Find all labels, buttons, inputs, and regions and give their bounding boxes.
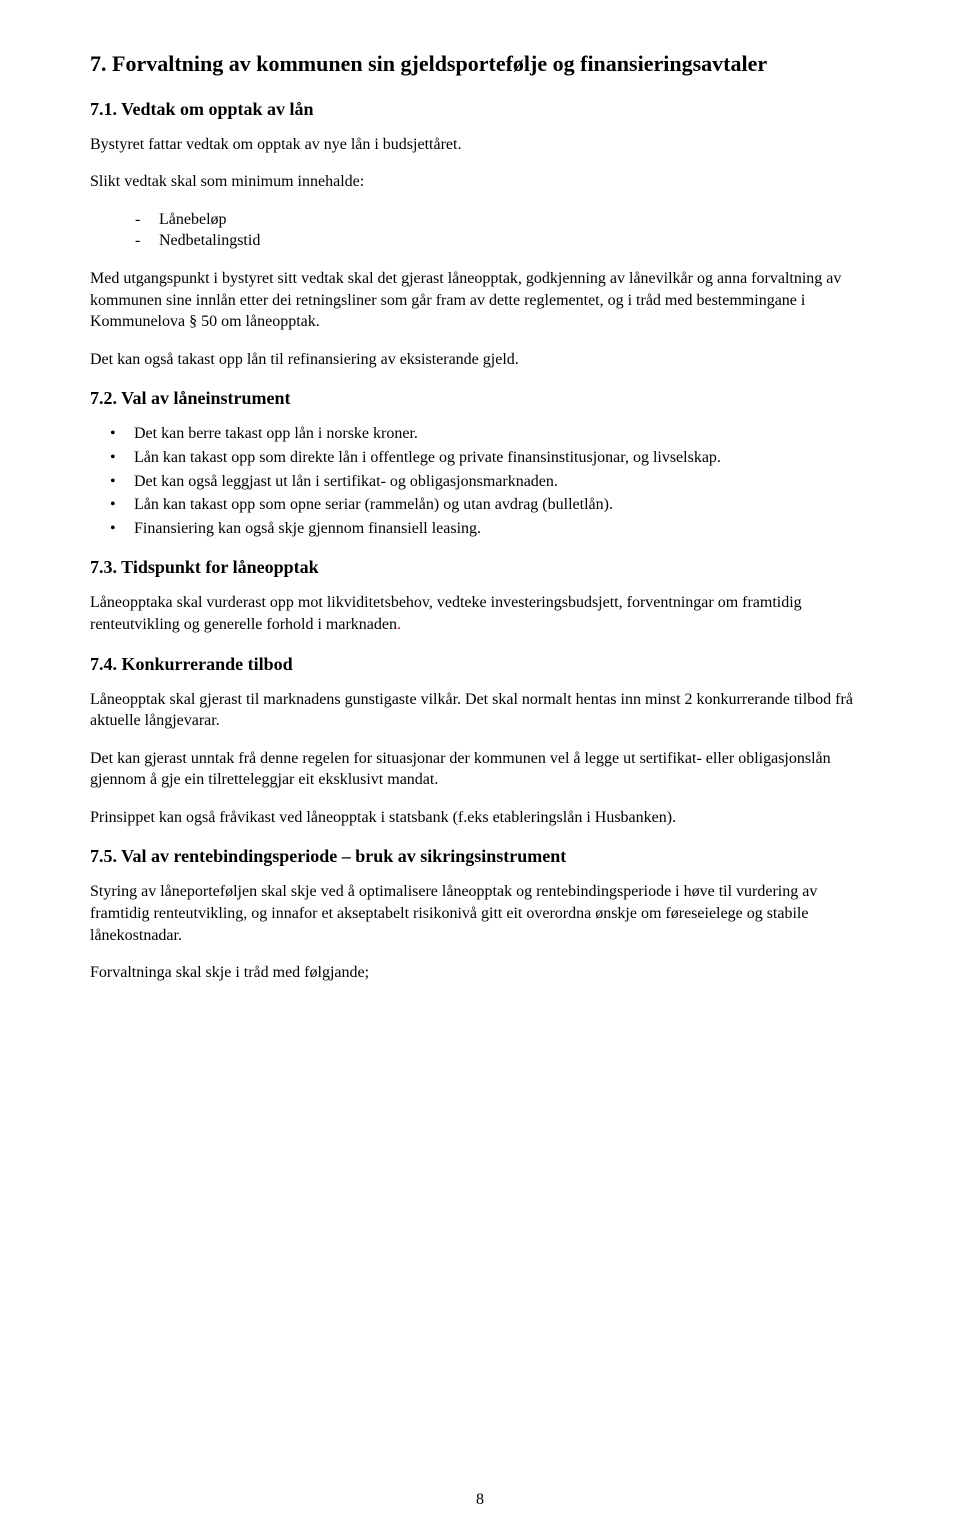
heading-7-4: 7.4. Konkurrerande tilbod: [90, 654, 870, 675]
heading-7-5: 7.5. Val av rentebindingsperiode – bruk …: [90, 846, 870, 867]
para-7-3-1-red: .: [397, 616, 401, 633]
para-7-5-1: Styring av låneporteføljen skal skje ved…: [90, 881, 870, 946]
heading-7-3: 7.3. Tidspunkt for låneopptak: [90, 557, 870, 578]
list-item: Det kan berre takast opp lån i norske kr…: [110, 423, 870, 445]
para-7-1-2: Slikt vedtak skal som minimum innehalde:: [90, 171, 870, 193]
page-number: 8: [0, 1491, 960, 1509]
list-item: Nedbetalingstid: [135, 230, 870, 252]
heading-7-2: 7.2. Val av låneinstrument: [90, 388, 870, 409]
para-7-1-4: Det kan også takast opp lån til refinans…: [90, 349, 870, 371]
section-number: 7.: [90, 51, 107, 76]
para-7-5-2: Forvaltninga skal skje i tråd med følgja…: [90, 962, 870, 984]
list-item: Lån kan takast opp som direkte lån i off…: [110, 447, 870, 469]
para-7-3-1-black: Låneopptaka skal vurderast opp mot likvi…: [90, 594, 802, 633]
para-7-1-1: Bystyret fattar vedtak om opptak av nye …: [90, 134, 870, 156]
list-7-2: Det kan berre takast opp lån i norske kr…: [90, 423, 870, 539]
para-7-4-2: Det kan gjerast unntak frå denne regelen…: [90, 748, 870, 791]
section-title: 7. Forvaltning av kommunen sin gjeldspor…: [90, 50, 870, 79]
list-item: Finansiering kan også skje gjennom finan…: [110, 518, 870, 540]
para-7-3-1: Låneopptaka skal vurderast opp mot likvi…: [90, 592, 870, 635]
list-7-1: Lånebeløp Nedbetalingstid: [90, 209, 870, 252]
list-item: Lån kan takast opp som opne seriar (ramm…: [110, 494, 870, 516]
para-7-4-3: Prinsippet kan også fråvikast ved låneop…: [90, 807, 870, 829]
section-title-text: Forvaltning av kommunen sin gjeldsportef…: [112, 51, 767, 76]
heading-7-1: 7.1. Vedtak om opptak av lån: [90, 99, 870, 120]
para-7-1-3: Med utgangspunkt i bystyret sitt vedtak …: [90, 268, 870, 333]
list-item: Lånebeløp: [135, 209, 870, 231]
list-item: Det kan også leggjast ut lån i sertifika…: [110, 471, 870, 493]
para-7-4-1: Låneopptak skal gjerast til marknadens g…: [90, 689, 870, 732]
